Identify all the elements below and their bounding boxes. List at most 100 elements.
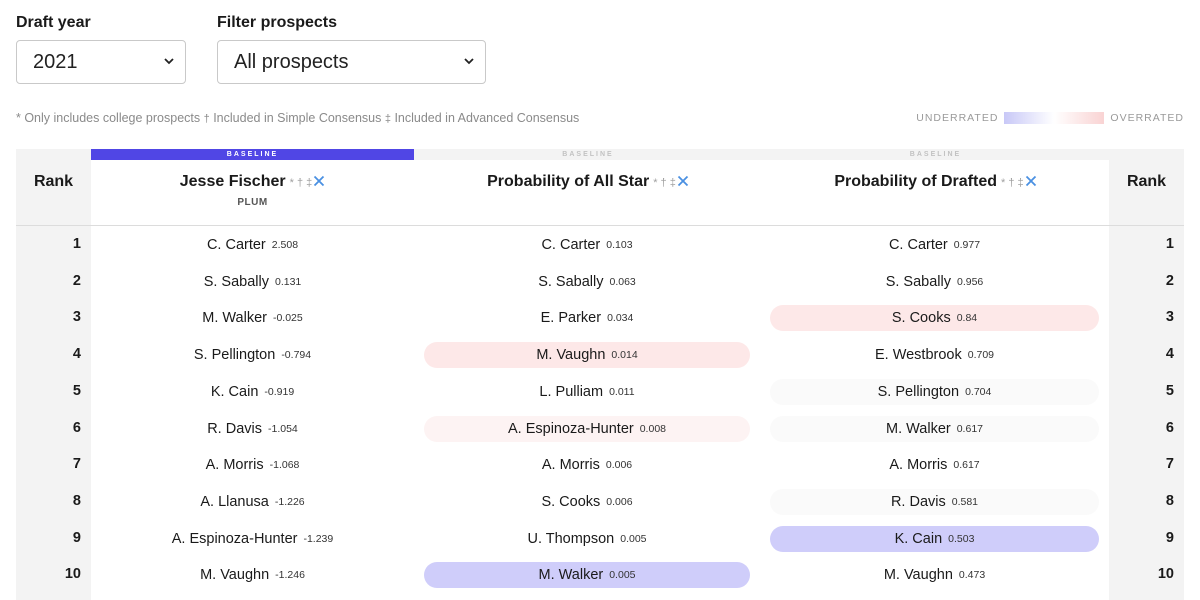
baseline-tab-1[interactable]: BASELINE — [91, 149, 414, 160]
prospect-name: C. Carter — [206, 237, 266, 253]
prospect-cell[interactable]: M. Walker -0.025 — [91, 305, 414, 331]
prospect-cell[interactable]: U. Thompson 0.005 — [424, 526, 750, 552]
prospect-cell[interactable]: S. Cooks 0.006 — [424, 489, 750, 515]
prospect-name: R. Davis — [890, 493, 946, 510]
inclusion-marks: * † ‡ — [1001, 177, 1024, 189]
legend-note: * Only includes college prospects † Incl… — [16, 111, 579, 125]
rank-number: 3 — [72, 309, 81, 326]
inclusion-marks: * † ‡ — [653, 177, 676, 189]
draft-year-control: Draft year 2021 — [16, 14, 186, 84]
overrated-label: OVERRATED — [1110, 112, 1184, 124]
baseline-tab-2[interactable]: BASELINE — [562, 151, 614, 158]
prospect-cell[interactable]: M. Walker 0.617 — [770, 415, 1099, 442]
column-header-drafted[interactable]: Probability of Drafted * † ‡ — [762, 173, 1109, 191]
prospect-value: -0.025 — [272, 312, 303, 325]
rank-column-left — [16, 149, 91, 600]
rank-number: 2 — [72, 272, 81, 289]
prospect-name: K. Cain — [210, 383, 259, 400]
scale-gradient — [1004, 112, 1105, 124]
rank-number: 10 — [1157, 566, 1174, 583]
prospect-cell[interactable]: S. Cooks 0.84 — [770, 305, 1099, 332]
prospect-value: 0.617 — [956, 422, 983, 435]
prospect-cell[interactable]: M. Vaughn -1.246 — [91, 562, 414, 588]
prospect-cell[interactable]: S. Sabally 0.063 — [424, 269, 750, 295]
prospect-name: M. Walker — [886, 420, 951, 437]
prospect-cell[interactable]: R. Davis -1.054 — [91, 416, 414, 442]
prospect-name: A. Espinoza-Hunter — [171, 530, 298, 547]
prospect-cell[interactable]: E. Westbrook 0.709 — [770, 342, 1099, 368]
prospect-name: S. Pellington — [193, 347, 276, 364]
prospect-cell[interactable]: M. Vaughn 0.014 — [424, 342, 750, 369]
prospect-value: 0.473 — [958, 569, 986, 582]
column-header-jesse-fischer[interactable]: Jesse Fischer * † ‡ PLUM — [91, 173, 414, 208]
prospect-name: U. Thompson — [527, 530, 615, 547]
prospect-name: S. Sabally — [885, 273, 951, 290]
draft-year-select[interactable]: 2021 — [16, 40, 186, 84]
rank-header-left: Rank — [33, 173, 74, 190]
prospect-cell[interactable]: A. Llanusa -1.226 — [91, 489, 414, 515]
prospect-value: -1.239 — [303, 532, 334, 545]
rank-number: 1 — [1165, 236, 1174, 252]
prospect-value: -1.068 — [269, 459, 300, 472]
x-logo-icon[interactable] — [1025, 175, 1037, 187]
prospect-cell[interactable]: C. Carter 2.508 — [91, 232, 414, 258]
prospect-cell[interactable]: K. Cain -0.919 — [91, 379, 414, 405]
prospect-cell[interactable]: A. Espinoza-Hunter -1.239 — [91, 526, 414, 552]
prospect-name: L. Pulliam — [539, 383, 604, 400]
prospect-name: S. Cooks — [891, 310, 951, 327]
prospect-value: -0.919 — [264, 385, 295, 398]
rank-number: 4 — [1165, 346, 1174, 363]
prospect-value: 0.006 — [605, 459, 633, 472]
prospect-cell[interactable]: A. Morris 0.617 — [770, 452, 1099, 478]
prospect-name: S. Sabally — [203, 273, 269, 290]
prospect-cell[interactable]: M. Walker 0.005 — [424, 562, 750, 589]
filter-select[interactable]: All prospects — [217, 40, 486, 84]
baseline-tab-3[interactable]: BASELINE — [909, 151, 962, 158]
rank-number: 6 — [72, 419, 81, 436]
prospect-cell[interactable]: M. Vaughn 0.473 — [770, 562, 1099, 588]
prospect-name: S. Sabally — [538, 273, 604, 290]
prospect-cell[interactable]: C. Carter 0.977 — [770, 232, 1099, 258]
prospect-value: 0.063 — [609, 275, 636, 288]
column-header-all-star[interactable]: Probability of All Star * † ‡ — [414, 173, 762, 191]
rank-number: 8 — [72, 492, 81, 509]
prospect-name: A. Espinoza-Hunter — [507, 420, 634, 437]
rankings-table: BASELINE BASELINE BASELINE Rank Rank Jes… — [16, 149, 1184, 600]
filter-control: Filter prospects All prospects — [217, 14, 486, 84]
filter-value: All prospects — [234, 50, 349, 73]
prospect-cell[interactable]: A. Morris 0.006 — [424, 452, 750, 478]
prospect-value: 0.704 — [965, 385, 992, 398]
underrated-label: UNDERRATED — [916, 112, 999, 124]
prospect-value: 0.005 — [620, 532, 647, 545]
x-logo-icon[interactable] — [313, 175, 325, 187]
prospect-cell[interactable]: A. Espinoza-Hunter 0.008 — [424, 415, 750, 442]
prospect-cell[interactable]: K. Cain 0.503 — [770, 525, 1099, 552]
column-title: Probability of Drafted — [834, 173, 998, 190]
prospect-cell[interactable]: L. Pulliam 0.011 — [424, 379, 750, 405]
draft-year-label: Draft year — [16, 14, 91, 31]
rating-scale: UNDERRATED OVERRATED — [916, 112, 1184, 124]
x-logo-icon[interactable] — [677, 175, 689, 187]
column-title: Jesse Fischer — [179, 173, 286, 190]
prospect-name: S. Pellington — [877, 383, 960, 400]
legend-note-advanced: Included in Advanced Consensus — [390, 111, 580, 125]
prospect-value: 0.008 — [639, 422, 666, 435]
filter-label: Filter prospects — [217, 14, 338, 31]
legend-mark-simple: † — [203, 113, 210, 125]
prospect-cell[interactable]: R. Davis 0.581 — [770, 488, 1099, 515]
prospect-cell[interactable]: S. Sabally 0.956 — [770, 269, 1099, 295]
prospect-cell[interactable]: S. Pellington -0.794 — [91, 342, 414, 368]
header-divider — [16, 225, 1184, 226]
prospect-cell[interactable]: E. Parker 0.034 — [424, 305, 750, 331]
prospect-cell[interactable]: C. Carter 0.103 — [424, 232, 750, 258]
rank-number: 5 — [72, 382, 81, 399]
prospect-name: E. Westbrook — [874, 347, 962, 364]
prospect-name: A. Morris — [541, 457, 600, 474]
rank-number: 2 — [1165, 272, 1174, 289]
prospect-cell[interactable]: A. Morris -1.068 — [91, 452, 414, 478]
prospect-cell[interactable]: S. Pellington 0.704 — [770, 378, 1099, 405]
rank-number: 7 — [1165, 456, 1174, 473]
legend-mark-advanced: ‡ — [384, 113, 391, 125]
prospect-cell[interactable]: S. Sabally 0.131 — [91, 269, 414, 295]
prospect-name: E. Parker — [540, 310, 602, 327]
